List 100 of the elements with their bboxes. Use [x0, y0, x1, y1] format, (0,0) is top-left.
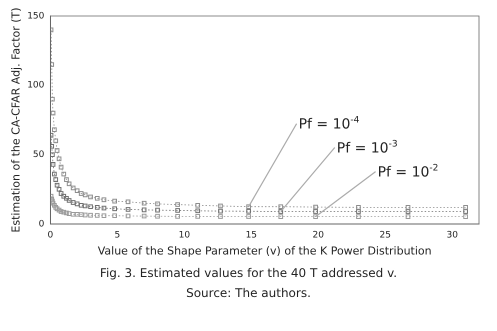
point	[82, 204, 88, 208]
point	[142, 208, 146, 212]
point	[50, 96, 55, 102]
point	[58, 209, 64, 214]
x-tick-label: 30	[446, 230, 458, 241]
source-note: Source: The authors.	[185, 286, 312, 300]
point	[74, 202, 80, 206]
point	[126, 214, 130, 218]
point	[155, 202, 160, 206]
point	[278, 214, 284, 219]
point	[78, 202, 84, 208]
x-tick-label: 10	[178, 230, 190, 241]
y-tick-label: 150	[27, 11, 45, 22]
point	[406, 214, 410, 219]
point	[406, 209, 410, 214]
point	[246, 214, 251, 219]
point	[54, 182, 60, 188]
point	[356, 214, 361, 219]
y-tick-label: 50	[32, 150, 45, 160]
x-tick-label: 0	[48, 230, 54, 241]
x-tick-label: 25	[380, 230, 391, 241]
point	[94, 196, 100, 201]
point	[126, 207, 130, 212]
x-tick-label: 5	[114, 230, 120, 241]
point	[66, 211, 72, 216]
point	[64, 210, 69, 216]
point	[66, 198, 72, 203]
point	[218, 204, 223, 208]
point	[218, 208, 223, 214]
point	[50, 162, 56, 167]
point	[61, 210, 66, 215]
point	[246, 204, 251, 210]
point	[195, 214, 200, 219]
point	[50, 110, 56, 116]
point	[126, 199, 130, 204]
point	[78, 191, 84, 196]
point	[58, 191, 64, 196]
caption: Fig. 3. Estimated values for the 40 T addressed v.	[98, 266, 398, 280]
point	[94, 213, 100, 218]
point	[66, 181, 72, 186]
y-axis-title: Estimation of the CA-CFAR Adj. Factor (T)	[9, 7, 22, 233]
point	[356, 209, 361, 214]
point	[463, 205, 468, 210]
point	[155, 214, 160, 219]
point	[56, 156, 62, 162]
point	[56, 208, 62, 212]
x-tick-label: 20	[312, 230, 324, 241]
line-series	[50, 194, 468, 219]
point	[54, 148, 60, 153]
point	[64, 196, 69, 201]
y-tick-label: 0	[38, 219, 45, 230]
point	[82, 212, 88, 218]
x-axis-title: Value of the Shape Parameter (v) of the K Power Distribution	[98, 244, 432, 258]
point	[155, 208, 160, 212]
point	[53, 138, 58, 144]
point	[78, 212, 84, 217]
y-tick-label: 100	[27, 80, 45, 91]
point	[52, 172, 57, 176]
point	[64, 177, 69, 182]
point	[218, 214, 223, 219]
point	[278, 204, 284, 210]
point	[52, 127, 57, 132]
point	[313, 214, 318, 219]
point	[61, 194, 66, 199]
point	[58, 164, 64, 170]
point	[102, 213, 106, 218]
point	[313, 209, 318, 214]
point	[74, 188, 80, 194]
point	[88, 194, 93, 200]
point	[356, 205, 361, 210]
point	[313, 204, 318, 210]
point	[88, 204, 93, 210]
point	[175, 208, 180, 213]
point	[102, 206, 106, 210]
point	[61, 172, 66, 176]
point	[112, 206, 118, 212]
point	[175, 202, 180, 207]
point	[70, 200, 76, 205]
point	[88, 212, 93, 218]
point	[53, 177, 58, 182]
point	[56, 186, 62, 192]
point	[278, 209, 284, 214]
point	[112, 198, 118, 204]
point	[82, 192, 88, 198]
point	[70, 186, 76, 190]
point	[175, 214, 180, 219]
point	[102, 197, 106, 202]
point	[463, 214, 468, 219]
point	[112, 213, 118, 218]
point	[246, 208, 251, 214]
point	[142, 214, 146, 218]
point	[406, 205, 410, 210]
point	[52, 202, 57, 208]
line-series	[50, 28, 468, 210]
point	[94, 205, 100, 210]
point	[142, 200, 146, 206]
point	[463, 209, 468, 214]
point	[195, 208, 200, 214]
x-tick-label: 15	[246, 230, 258, 241]
point	[70, 212, 76, 217]
